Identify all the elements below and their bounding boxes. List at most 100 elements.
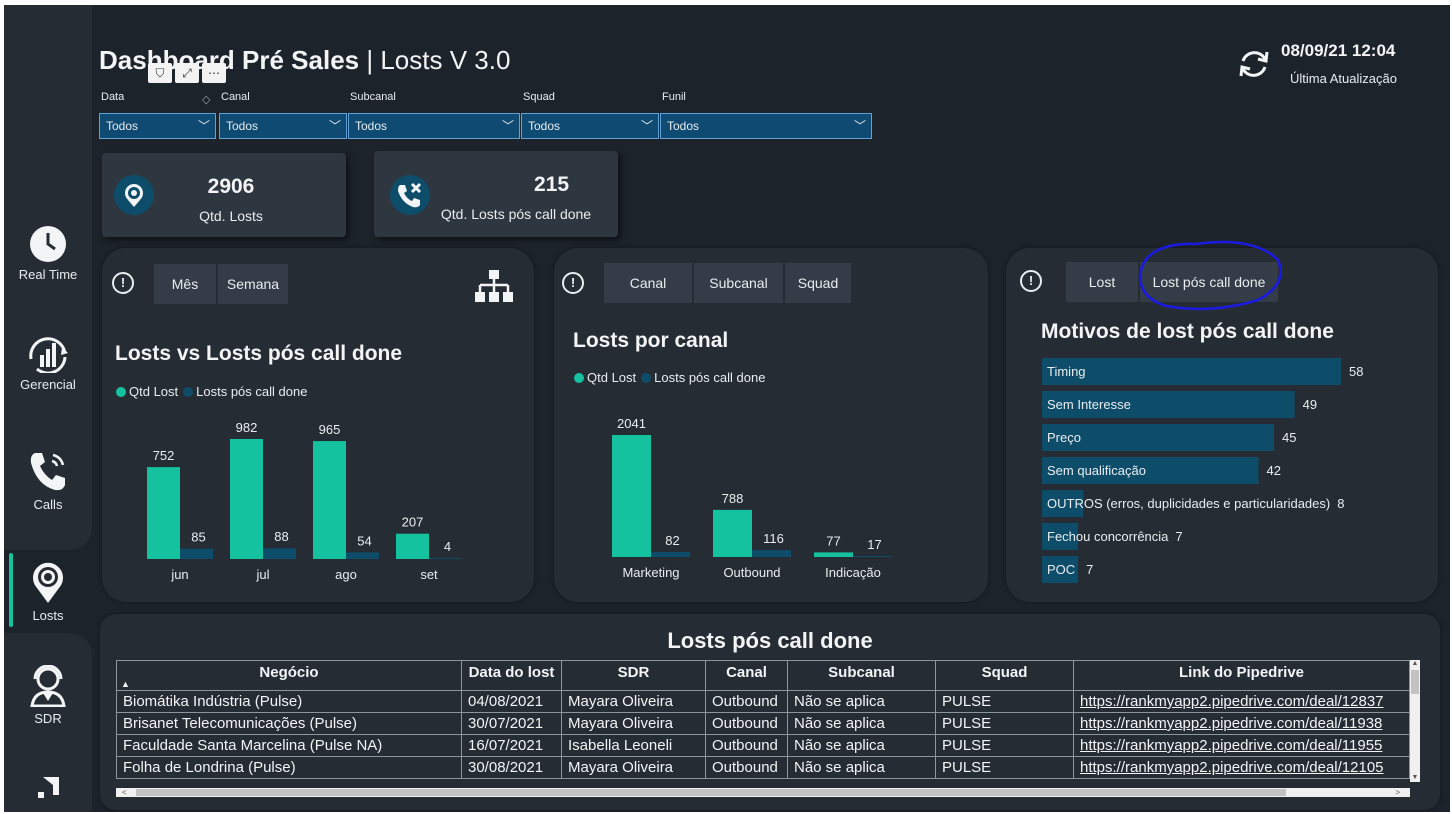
bar-lost-pos-call [263,548,296,559]
more-options-icon[interactable]: ⋯ [202,63,226,83]
col-header-negocio[interactable]: Negócio ▲ [116,660,462,691]
sidebar-item-exit[interactable] [4,773,92,805]
data-label: 42 [1267,463,1281,478]
hierarchy-icon[interactable] [474,270,514,306]
scroll-thumb[interactable] [1411,670,1419,694]
category-label: Timing [1047,364,1086,379]
sidebar-bottom-panel [4,633,92,812]
last-update-datetime: 08/09/21 12:04 [1281,41,1396,60]
data-label: 2041 [617,416,646,431]
filter-value: Todos [528,119,561,133]
data-label: 7 [1175,529,1182,544]
sidebar: Real Time Gerencial Calls [4,5,96,812]
phone-x-icon [390,175,430,215]
chevron-down-icon: ﹀ [853,119,866,133]
col-header-link[interactable]: Link do Pipedrive [1073,660,1410,691]
data-label: 4 [444,539,451,554]
pipedrive-link[interactable]: https://rankmyapp2.pipedrive.com/deal/12… [1073,690,1410,713]
toggle-lost[interactable]: Lost [1066,262,1138,302]
sidebar-item-real-time[interactable]: Real Time [4,225,92,282]
title-bold: Dashboard Pré Sales [99,45,360,75]
category-label: OUTROS (erros, duplicidades e particular… [1047,496,1330,511]
table-row[interactable]: Faculdade Santa Marcelina (Pulse NA) 16/0… [116,734,1410,757]
pipedrive-link[interactable]: https://rankmyapp2.pipedrive.com/deal/11… [1073,734,1410,757]
sidebar-item-label: SDR [34,711,62,726]
title-version: | Losts V 3.0 [366,45,511,75]
horizontal-scrollbar[interactable]: < > [116,788,1410,797]
chart-title: Losts vs Losts pós call done [115,342,403,365]
toggle-squad[interactable]: Squad [785,263,851,303]
scroll-left-icon[interactable]: < [122,788,127,797]
info-icon[interactable]: ! [562,272,584,294]
data-label: 77 [826,533,840,548]
col-header-sdr[interactable]: SDR [561,660,706,691]
table-cell: Brisanet Telecomunicações (Pulse) [116,712,462,735]
focus-mode-icon[interactable]: ⤢ [175,63,199,83]
person-headset-icon [30,665,66,707]
eraser-icon[interactable]: ◇ [202,94,211,106]
scroll-right-icon[interactable]: > [1395,788,1400,797]
scroll-down-icon[interactable]: ▼ [1411,774,1419,781]
x-tick-label: jun [170,567,188,582]
filter-funil-dropdown[interactable]: Todos ﹀ [660,113,872,139]
filter-subcanal-dropdown[interactable]: Todos ﹀ [348,113,520,139]
x-tick-label: Outbound [723,565,780,580]
info-icon[interactable]: ! [112,272,134,294]
col-header-canal[interactable]: Canal [705,660,788,691]
data-label: 207 [402,515,424,530]
filter-canal: Canal Todos ﹀ [219,91,347,139]
filter-canal-dropdown[interactable]: Todos ﹀ [219,113,347,139]
kpi-qtd-losts: 2906 Qtd. Losts [102,153,346,237]
col-header-data[interactable]: Data do lost [461,660,562,691]
col-header-squad[interactable]: Squad [935,660,1074,691]
legend-label: Losts pós call done [654,370,766,385]
table-cell: Não se aplica [787,712,936,735]
legend-dot [574,372,584,383]
table-cell: Folha de Londrina (Pulse) [116,756,462,779]
data-label: 82 [665,533,679,548]
panel-losts-vs-pos-call: ! Mês Semana Losts vs Losts pós call don… [102,248,534,602]
filter-icon[interactable]: ⛉ [148,63,172,83]
sidebar-item-sdr[interactable]: SDR [4,665,92,726]
table-cell: Não se aplica [787,756,936,779]
col-header-subcanal[interactable]: Subcanal [787,660,936,691]
x-tick-label: Marketing [622,565,679,580]
filter-data-dropdown[interactable]: Todos ﹀ [99,113,216,139]
pipedrive-link[interactable]: https://rankmyapp2.pipedrive.com/deal/11… [1073,712,1410,735]
filter-label: Data [101,91,125,103]
toggle-mes[interactable]: Mês [154,264,216,304]
scroll-thumb[interactable] [136,789,1286,796]
vertical-scrollbar[interactable]: ▲ ▼ [1410,660,1420,782]
bar-motivo [1042,424,1274,451]
filter-label: Subcanal [350,91,396,103]
sidebar-item-losts[interactable]: Losts [4,560,92,623]
pipedrive-link[interactable]: https://rankmyapp2.pipedrive.com/deal/12… [1073,756,1410,779]
legend-dot [116,386,126,397]
toggle-subcanal[interactable]: Subcanal [694,263,783,303]
sidebar-item-gerencial[interactable]: Gerencial [4,333,92,392]
table-row[interactable]: Biomátika Indústria (Pulse) 04/08/2021 May… [116,690,1410,713]
data-label: 752 [153,448,175,463]
bar-qtd-lost [612,435,651,557]
phone-icon [30,453,65,491]
x-tick-label: ago [335,567,357,582]
sidebar-item-calls[interactable]: Calls [4,449,92,512]
table-row[interactable]: Folha de Londrina (Pulse) 30/08/2021 Mayar… [116,756,1410,779]
table-cell: Outbound [705,734,788,757]
scroll-up-icon[interactable]: ▲ [1411,660,1419,667]
info-icon[interactable]: ! [1020,270,1042,292]
table-row[interactable]: Brisanet Telecomunicações (Pulse) 30/07/2… [116,712,1410,735]
time-toggle: Mês Semana [154,264,290,304]
bar-motivo [1042,523,1079,550]
filter-squad-dropdown[interactable]: Todos ﹀ [521,113,659,139]
data-label: 54 [357,533,371,548]
table-cell: Outbound [705,712,788,735]
refresh-icon[interactable] [1237,47,1271,81]
data-label: 7 [1086,562,1093,577]
toggle-canal[interactable]: Canal [604,263,692,303]
toggle-lost-pos-call-done[interactable]: Lost pós call done [1140,262,1278,302]
chart-losts-by-month: 752 85 jun 982 88 jul 965 54 ago 207 4 set [147,420,462,582]
category-label: POC [1047,562,1075,577]
toggle-semana[interactable]: Semana [218,264,288,304]
legend-dot [641,372,652,383]
